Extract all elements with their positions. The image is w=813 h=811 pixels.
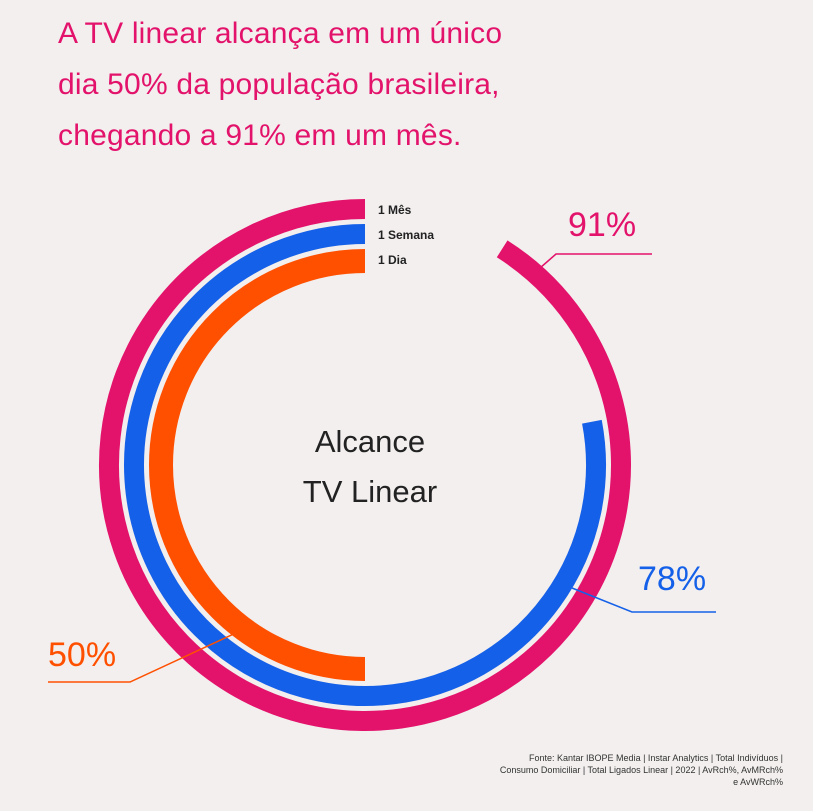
- headline-line-1: A TV linear alcança em um único: [58, 17, 503, 50]
- value-label-day: 50%: [48, 636, 116, 674]
- headline-line-2: dia 50% da população brasileira,: [58, 68, 500, 101]
- legend-week: 1 Semana: [378, 228, 434, 242]
- source-line-1: Fonte: Kantar IBOPE Media | Instar Analy…: [529, 753, 783, 763]
- value-label-week: 78%: [638, 560, 706, 598]
- source-note: Fonte: Kantar IBOPE Media | Instar Analy…: [443, 752, 783, 788]
- leader-line-month: [539, 253, 652, 269]
- legend-month: 1 Mês: [378, 203, 412, 217]
- page-headline: A TV linear alcança em um único dia 50% …: [58, 8, 618, 161]
- ring-month: [99, 199, 631, 731]
- value-label-month: 91%: [568, 206, 636, 244]
- center-subtitle: TV Linear: [303, 474, 437, 509]
- ring-week: [124, 224, 606, 706]
- leader-line-day: [48, 631, 239, 683]
- ring-day: [149, 249, 366, 681]
- leader-line-week: [571, 587, 716, 613]
- legend-day: 1 Dia: [378, 253, 407, 267]
- source-line-3: e AvWRch%: [733, 777, 783, 787]
- source-line-2: Consumo Domiciliar | Total Ligados Linea…: [499, 765, 783, 775]
- center-title: Alcance: [315, 424, 425, 459]
- headline-line-3: chegando a 91% em um mês.: [58, 119, 462, 152]
